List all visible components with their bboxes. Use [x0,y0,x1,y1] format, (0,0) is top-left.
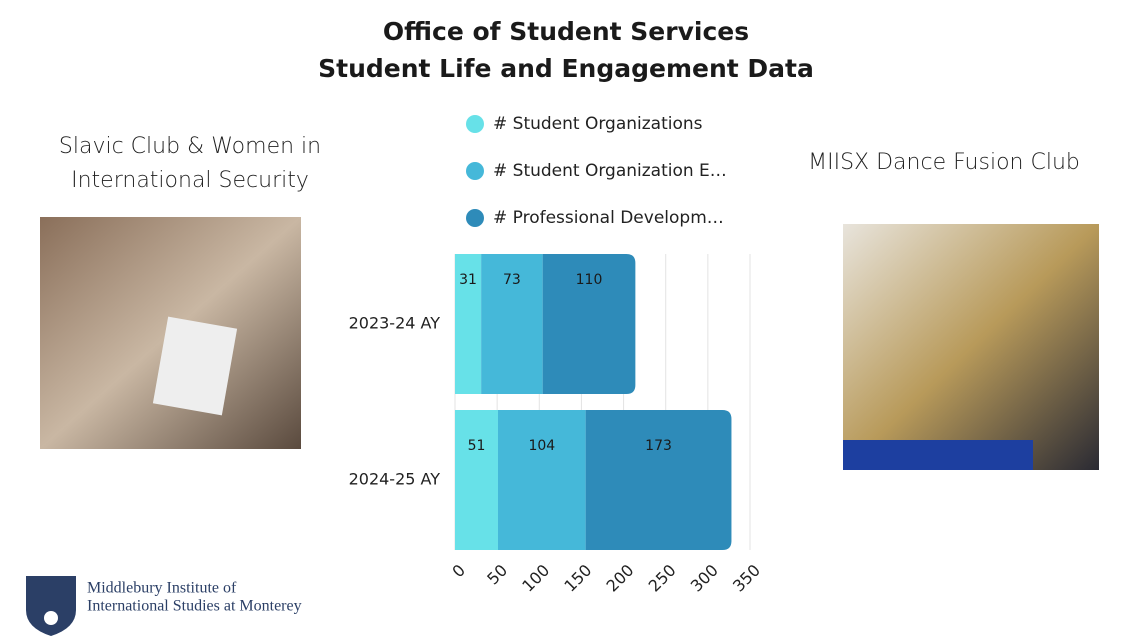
value-label: 110 [576,272,603,288]
bar-segment [481,254,543,394]
x-tick-label: 100 [518,561,553,596]
photo-caption: MIISX Dance Fusion Club [808,150,1080,175]
legend-swatch [466,209,484,227]
x-tick-label: 0 [448,561,469,582]
value-label: 73 [503,272,521,288]
category-label: 2023-24 AY [349,314,441,333]
legend-label: # Student Organization E… [493,161,727,181]
x-tick-label: 150 [560,561,595,596]
value-label: 104 [528,438,555,454]
logo-shield [26,576,76,636]
legend-swatch [466,115,484,133]
bar-segment [542,254,636,394]
legend-label: # Professional Developm… [493,208,724,228]
photo [843,224,1099,470]
bar-segment [497,410,586,550]
x-tick-label: 200 [603,561,638,596]
bar-segment [455,254,482,394]
legend-label: # Student Organizations [493,114,703,134]
logo-seal [44,611,58,625]
title-line: Office of Student Services [383,17,749,46]
category-label: 2024-25 AY [349,470,441,489]
logo-text: Middlebury Institute of [87,580,237,597]
bar-segment [455,410,498,550]
bar-segment [585,410,732,550]
x-tick-label: 250 [645,561,680,596]
photo-caption: International Security [71,168,309,193]
value-label: 173 [645,438,672,454]
x-tick-label: 50 [483,561,511,589]
x-tick-label: 300 [687,561,722,596]
photo-caption: Slavic Club & Women in [59,134,321,159]
value-label: 51 [468,438,486,454]
photo-table [843,440,1033,470]
x-tick-label: 350 [729,561,764,596]
legend-swatch [466,162,484,180]
value-label: 31 [459,272,477,288]
logo-text: International Studies at Monterey [87,598,302,615]
photo-flyer [152,316,238,416]
title-line: Student Life and Engagement Data [318,54,814,83]
